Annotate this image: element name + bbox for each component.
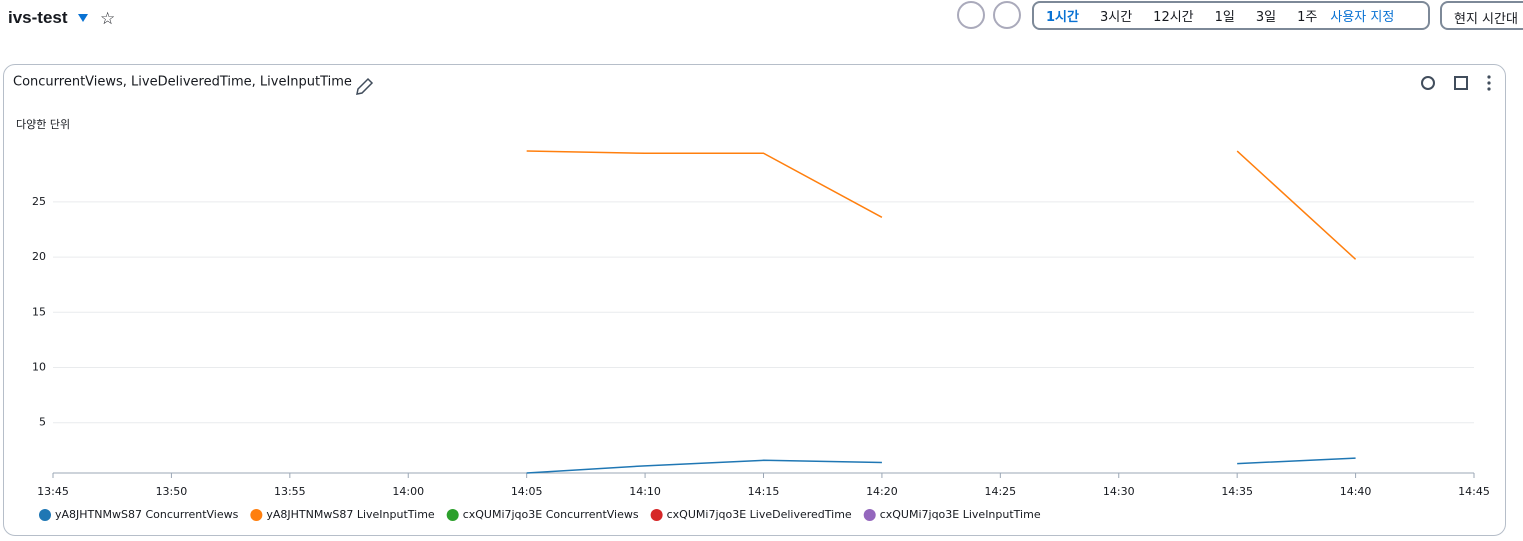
time-range-option[interactable]: 3시간 [1099, 10, 1133, 25]
x-tick-label: 14:45 [1458, 485, 1490, 498]
x-tick-label: 13:50 [156, 485, 188, 498]
legend-swatch [650, 509, 663, 521]
legend-label: cxQUMi7jqo3E ConcurrentViews [463, 508, 639, 521]
x-tick-label: 14:20 [866, 485, 898, 498]
x-tick-label: 14:10 [629, 485, 661, 498]
edit-icon[interactable] [356, 77, 374, 95]
y-axis-label: 다양한 단위 [16, 118, 70, 131]
time-range-option[interactable]: 1일 [1214, 10, 1235, 25]
y-tick-label: 25 [32, 195, 46, 208]
widget-title: ConcurrentViews, LiveDeliveredTime, Live… [13, 75, 352, 90]
x-tick-label: 14:25 [984, 485, 1016, 498]
x-tick-label: 14:05 [511, 485, 543, 498]
widget [3, 64, 1506, 536]
x-tick-label: 13:45 [37, 485, 69, 498]
x-tick-label: 14:35 [1221, 485, 1253, 498]
refresh-icon[interactable] [1421, 76, 1435, 90]
legend-swatch [39, 509, 51, 521]
legend-label: cxQUMi7jqo3E LiveInputTime [880, 508, 1041, 521]
x-tick-label: 13:55 [274, 485, 306, 498]
x-tick-label: 14:40 [1340, 485, 1372, 498]
legend-swatch [250, 509, 263, 521]
undo-button[interactable] [957, 1, 985, 29]
time-range-option[interactable]: 1시간 [1046, 10, 1079, 25]
menu-icon[interactable] [1487, 75, 1491, 91]
legend-swatch [863, 509, 876, 521]
y-tick-label: 15 [32, 305, 46, 318]
favorite-star[interactable]: ☆ [100, 9, 116, 29]
x-tick-label: 14:30 [1103, 485, 1135, 498]
legend-swatch [446, 509, 459, 521]
timezone-button[interactable]: 현지 시간대 [1440, 1, 1523, 30]
dashboard-title: ivs-test [8, 8, 68, 27]
time-range-option[interactable]: 12시간 [1153, 10, 1194, 25]
time-range-group: 1시간 3시간 12시간 1일 3일 1주 사용자 지정 [1032, 1, 1430, 30]
y-tick-label: 20 [32, 250, 46, 263]
series-line [526, 457, 1356, 474]
series-line [526, 150, 1357, 260]
legend-label: yA8JHTNMwS87 LiveInputTime [266, 508, 435, 521]
legend-label: yA8JHTNMwS87 ConcurrentViews [55, 508, 239, 521]
y-tick-label: 5 [39, 416, 46, 429]
x-tick-label: 14:15 [748, 485, 780, 498]
dropdown-caret[interactable] [77, 13, 89, 23]
expand-icon[interactable] [1454, 76, 1468, 90]
time-range-option[interactable]: 1주 [1297, 10, 1318, 25]
custom-range[interactable]: 사용자 지정 [1330, 10, 1395, 25]
legend-label: cxQUMi7jqo3E LiveDeliveredTime [667, 508, 852, 521]
redo-button[interactable] [993, 1, 1021, 29]
x-tick-label: 14:00 [392, 485, 424, 498]
time-range-option[interactable]: 3일 [1255, 10, 1277, 25]
y-tick-label: 10 [32, 361, 46, 374]
